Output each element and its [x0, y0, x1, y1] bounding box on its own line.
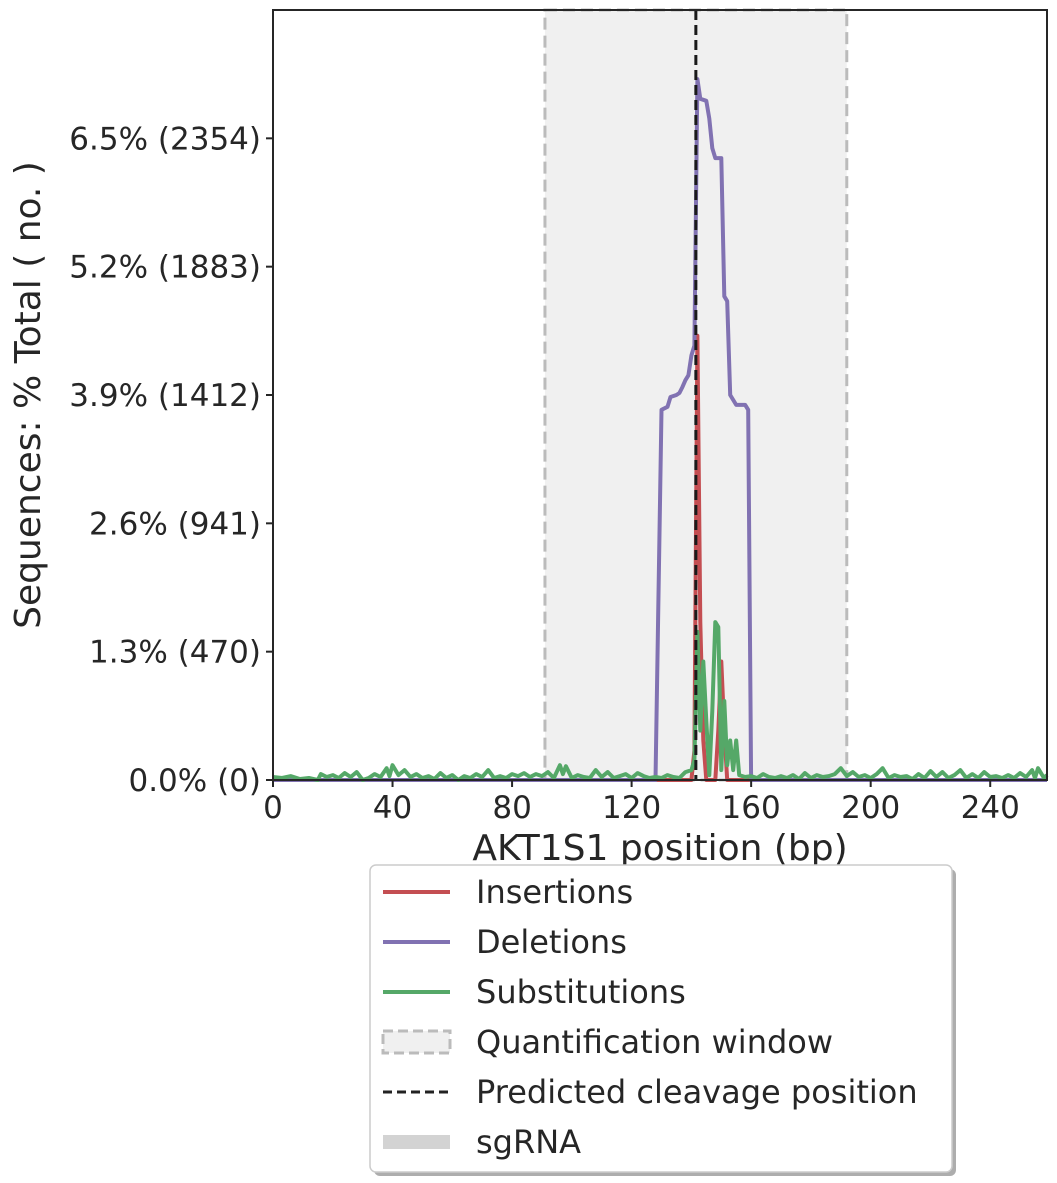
y-tick-label: 0.0% (0)	[128, 763, 261, 799]
x-tick-label: 160	[722, 790, 781, 826]
x-tick-label: 200	[841, 790, 900, 826]
y-tick-label: 5.2% (1883)	[69, 250, 261, 286]
legend-box	[369, 864, 953, 1173]
series-line-deletions	[273, 77, 1047, 782]
y-axis-label: Sequences: % Total ( no. )	[8, 161, 49, 629]
legend-entries: Insertions Deletions Substitutions Quantifi…	[381, 873, 918, 1161]
y-tick-label: 3.9% (1412)	[69, 378, 261, 414]
legend: Insertions Deletions Substitutions Quantifi…	[369, 864, 956, 1176]
legend-sgrna-label: sgRNA	[476, 1123, 581, 1161]
x-tick-label: 80	[492, 790, 531, 826]
series-layer	[272, 77, 1049, 782]
x-tick-label: 120	[602, 790, 661, 826]
y-tick-label: 6.5% (2354)	[69, 121, 261, 157]
x-axis-ticks: 0 40 80 120 160 200 240	[263, 780, 1020, 826]
x-tick-label: 40	[373, 790, 412, 826]
y-tick-label: 2.6% (941)	[89, 506, 261, 542]
legend-deletions-label: Deletions	[476, 923, 627, 961]
y-axis-ticks: 0.0% (0) 1.3% (470) 2.6% (941) 3.9% (1412) 5…	[69, 121, 273, 799]
x-tick-label: 240	[961, 790, 1020, 826]
legend-predicted-cleavage-position-label: Predicted cleavage position	[476, 1073, 918, 1111]
legend-quantification-window-swatch	[381, 1029, 452, 1055]
legend-quantification-window-label: Quantification window	[476, 1023, 833, 1061]
legend-insertions-label: Insertions	[476, 873, 633, 911]
y-tick-label: 1.3% (470)	[89, 635, 261, 671]
x-tick-label: 0	[263, 790, 283, 826]
legend-substitutions-label: Substitutions	[476, 973, 686, 1011]
series-line-substitutions	[272, 620, 1049, 782]
x-axis-label: AKT1S1 position (bp)	[472, 828, 847, 869]
